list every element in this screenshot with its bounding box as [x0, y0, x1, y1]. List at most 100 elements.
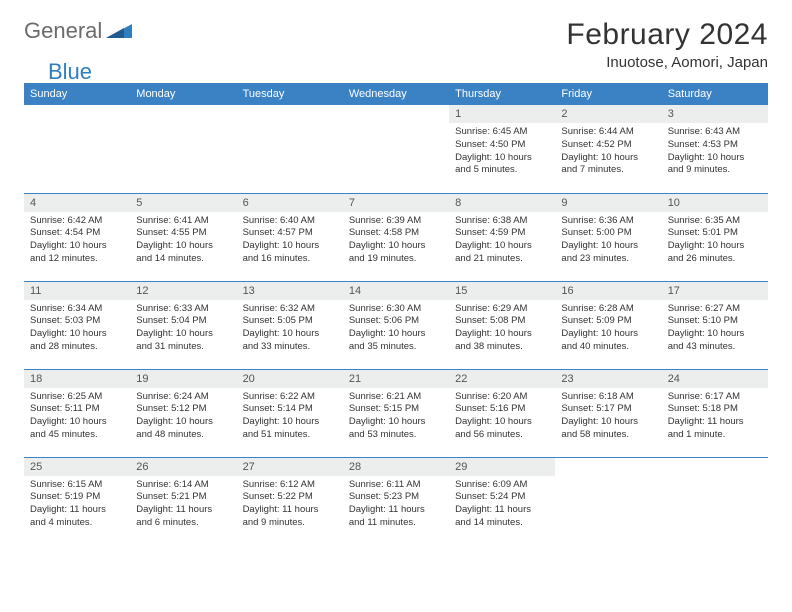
day-number: 2 [555, 105, 661, 123]
day-number: 7 [343, 194, 449, 212]
day-number: 6 [237, 194, 343, 212]
day-details: Sunrise: 6:42 AMSunset: 4:54 PMDaylight:… [24, 212, 130, 272]
day-number: 26 [130, 458, 236, 476]
calendar-cell: 3Sunrise: 6:43 AMSunset: 4:53 PMDaylight… [662, 105, 768, 193]
calendar-cell: 20Sunrise: 6:22 AMSunset: 5:14 PMDayligh… [237, 369, 343, 457]
day-number: 1 [449, 105, 555, 123]
calendar-cell: 8Sunrise: 6:38 AMSunset: 4:59 PMDaylight… [449, 193, 555, 281]
logo-word-1: General [24, 18, 102, 44]
calendar-cell: 26Sunrise: 6:14 AMSunset: 5:21 PMDayligh… [130, 457, 236, 545]
day-details: Sunrise: 6:30 AMSunset: 5:06 PMDaylight:… [343, 300, 449, 360]
calendar-row: 1Sunrise: 6:45 AMSunset: 4:50 PMDaylight… [24, 105, 768, 193]
day-details: Sunrise: 6:17 AMSunset: 5:18 PMDaylight:… [662, 388, 768, 448]
month-title: February 2024 [566, 18, 768, 52]
weekday-header: Saturday [662, 83, 768, 105]
calendar-cell: 15Sunrise: 6:29 AMSunset: 5:08 PMDayligh… [449, 281, 555, 369]
calendar-cell: 23Sunrise: 6:18 AMSunset: 5:17 PMDayligh… [555, 369, 661, 457]
day-number: 9 [555, 194, 661, 212]
day-number: 16 [555, 282, 661, 300]
calendar-cell [237, 105, 343, 193]
day-details: Sunrise: 6:34 AMSunset: 5:03 PMDaylight:… [24, 300, 130, 360]
calendar-cell: 5Sunrise: 6:41 AMSunset: 4:55 PMDaylight… [130, 193, 236, 281]
calendar-cell: 13Sunrise: 6:32 AMSunset: 5:05 PMDayligh… [237, 281, 343, 369]
calendar-cell: 2Sunrise: 6:44 AMSunset: 4:52 PMDaylight… [555, 105, 661, 193]
weekday-header: Tuesday [237, 83, 343, 105]
day-number: 27 [237, 458, 343, 476]
calendar-table: Sunday Monday Tuesday Wednesday Thursday… [24, 83, 768, 545]
day-details: Sunrise: 6:29 AMSunset: 5:08 PMDaylight:… [449, 300, 555, 360]
day-number: 20 [237, 370, 343, 388]
day-number: 3 [662, 105, 768, 123]
calendar-cell: 7Sunrise: 6:39 AMSunset: 4:58 PMDaylight… [343, 193, 449, 281]
calendar-cell: 1Sunrise: 6:45 AMSunset: 4:50 PMDaylight… [449, 105, 555, 193]
day-number: 11 [24, 282, 130, 300]
day-number: 14 [343, 282, 449, 300]
logo: General [24, 18, 134, 44]
day-number: 5 [130, 194, 236, 212]
weekday-header-row: Sunday Monday Tuesday Wednesday Thursday… [24, 83, 768, 105]
location: Inuotose, Aomori, Japan [566, 54, 768, 71]
day-number: 4 [24, 194, 130, 212]
day-number: 25 [24, 458, 130, 476]
day-number: 18 [24, 370, 130, 388]
weekday-header: Monday [130, 83, 236, 105]
calendar-row: 25Sunrise: 6:15 AMSunset: 5:19 PMDayligh… [24, 457, 768, 545]
day-number: 15 [449, 282, 555, 300]
day-details: Sunrise: 6:12 AMSunset: 5:22 PMDaylight:… [237, 476, 343, 536]
day-number: 8 [449, 194, 555, 212]
day-details: Sunrise: 6:21 AMSunset: 5:15 PMDaylight:… [343, 388, 449, 448]
calendar-cell: 6Sunrise: 6:40 AMSunset: 4:57 PMDaylight… [237, 193, 343, 281]
weekday-header: Friday [555, 83, 661, 105]
calendar-cell: 9Sunrise: 6:36 AMSunset: 5:00 PMDaylight… [555, 193, 661, 281]
day-details: Sunrise: 6:45 AMSunset: 4:50 PMDaylight:… [449, 123, 555, 183]
day-number: 17 [662, 282, 768, 300]
calendar-cell: 17Sunrise: 6:27 AMSunset: 5:10 PMDayligh… [662, 281, 768, 369]
day-number: 28 [343, 458, 449, 476]
calendar-cell: 24Sunrise: 6:17 AMSunset: 5:18 PMDayligh… [662, 369, 768, 457]
calendar-row: 4Sunrise: 6:42 AMSunset: 4:54 PMDaylight… [24, 193, 768, 281]
day-details: Sunrise: 6:25 AMSunset: 5:11 PMDaylight:… [24, 388, 130, 448]
day-number: 29 [449, 458, 555, 476]
day-details: Sunrise: 6:35 AMSunset: 5:01 PMDaylight:… [662, 212, 768, 272]
calendar-cell: 18Sunrise: 6:25 AMSunset: 5:11 PMDayligh… [24, 369, 130, 457]
day-number: 19 [130, 370, 236, 388]
day-details: Sunrise: 6:15 AMSunset: 5:19 PMDaylight:… [24, 476, 130, 536]
day-number: 24 [662, 370, 768, 388]
calendar-cell: 14Sunrise: 6:30 AMSunset: 5:06 PMDayligh… [343, 281, 449, 369]
day-number: 13 [237, 282, 343, 300]
day-number: 22 [449, 370, 555, 388]
calendar-cell: 22Sunrise: 6:20 AMSunset: 5:16 PMDayligh… [449, 369, 555, 457]
day-details: Sunrise: 6:41 AMSunset: 4:55 PMDaylight:… [130, 212, 236, 272]
calendar-cell: 4Sunrise: 6:42 AMSunset: 4:54 PMDaylight… [24, 193, 130, 281]
day-details: Sunrise: 6:09 AMSunset: 5:24 PMDaylight:… [449, 476, 555, 536]
calendar-cell: 25Sunrise: 6:15 AMSunset: 5:19 PMDayligh… [24, 457, 130, 545]
calendar-cell: 12Sunrise: 6:33 AMSunset: 5:04 PMDayligh… [130, 281, 236, 369]
logo-triangle-icon [106, 20, 132, 43]
calendar-row: 18Sunrise: 6:25 AMSunset: 5:11 PMDayligh… [24, 369, 768, 457]
calendar-cell [24, 105, 130, 193]
day-details: Sunrise: 6:18 AMSunset: 5:17 PMDaylight:… [555, 388, 661, 448]
day-details: Sunrise: 6:14 AMSunset: 5:21 PMDaylight:… [130, 476, 236, 536]
calendar-row: 11Sunrise: 6:34 AMSunset: 5:03 PMDayligh… [24, 281, 768, 369]
day-details: Sunrise: 6:36 AMSunset: 5:00 PMDaylight:… [555, 212, 661, 272]
day-details: Sunrise: 6:20 AMSunset: 5:16 PMDaylight:… [449, 388, 555, 448]
weekday-header: Wednesday [343, 83, 449, 105]
day-number: 10 [662, 194, 768, 212]
weekday-header: Thursday [449, 83, 555, 105]
calendar-cell [343, 105, 449, 193]
day-details: Sunrise: 6:44 AMSunset: 4:52 PMDaylight:… [555, 123, 661, 183]
day-details: Sunrise: 6:27 AMSunset: 5:10 PMDaylight:… [662, 300, 768, 360]
day-number: 23 [555, 370, 661, 388]
day-details: Sunrise: 6:32 AMSunset: 5:05 PMDaylight:… [237, 300, 343, 360]
day-details: Sunrise: 6:40 AMSunset: 4:57 PMDaylight:… [237, 212, 343, 272]
calendar-cell: 21Sunrise: 6:21 AMSunset: 5:15 PMDayligh… [343, 369, 449, 457]
calendar-cell: 27Sunrise: 6:12 AMSunset: 5:22 PMDayligh… [237, 457, 343, 545]
title-block: February 2024 Inuotose, Aomori, Japan [566, 18, 768, 71]
header: General February 2024 Inuotose, Aomori, … [24, 18, 768, 71]
calendar-cell: 28Sunrise: 6:11 AMSunset: 5:23 PMDayligh… [343, 457, 449, 545]
day-details: Sunrise: 6:39 AMSunset: 4:58 PMDaylight:… [343, 212, 449, 272]
calendar-cell [555, 457, 661, 545]
day-details: Sunrise: 6:43 AMSunset: 4:53 PMDaylight:… [662, 123, 768, 183]
day-details: Sunrise: 6:28 AMSunset: 5:09 PMDaylight:… [555, 300, 661, 360]
day-details: Sunrise: 6:38 AMSunset: 4:59 PMDaylight:… [449, 212, 555, 272]
